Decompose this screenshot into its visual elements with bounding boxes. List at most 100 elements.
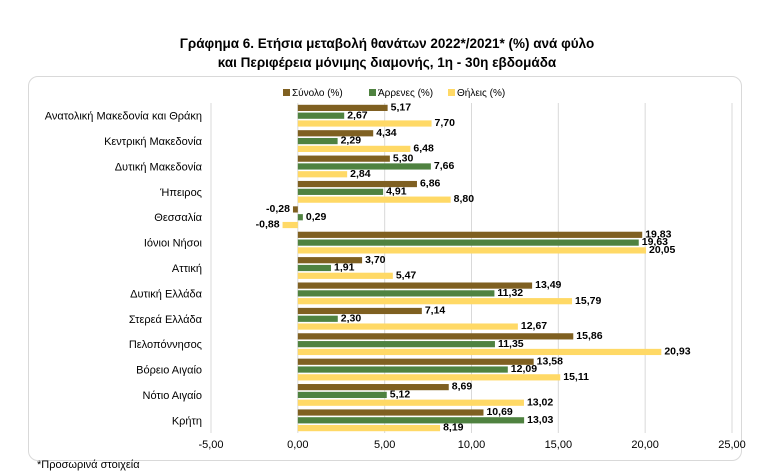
data-label: 15,11 (563, 371, 589, 383)
data-label: 2,67 (347, 109, 368, 121)
data-label: 2,30 (341, 312, 362, 324)
bar-άρρενες (297, 391, 387, 399)
x-tick-label: 15,00 (545, 439, 573, 451)
data-label: -0,88 (256, 219, 280, 231)
chart-title-line1: Γράφημα 6. Ετήσια μεταβολή θανάτων 2022*… (179, 36, 595, 51)
bar-άρρενες (297, 239, 639, 246)
category-label: Στερεά Ελλάδα (129, 314, 203, 326)
data-label: 11,32 (497, 287, 523, 299)
data-label: 19,83 (645, 228, 671, 240)
data-label: 5,12 (390, 389, 411, 401)
data-label: 8,69 (452, 381, 473, 393)
category-label: Νότιο Αιγαίο (143, 390, 202, 402)
category-label: Ήπειρος (159, 187, 202, 199)
data-label: 20,05 (649, 244, 675, 256)
data-label: 0,29 (306, 211, 327, 223)
bar-άρρενες (297, 188, 384, 195)
category-label: Αττική (172, 263, 202, 275)
legend-swatch (369, 89, 376, 96)
data-label: 10,69 (486, 406, 512, 418)
data-label: 7,70 (435, 117, 456, 129)
x-tick-label: -5,00 (198, 439, 223, 451)
bar-άρρενες (297, 341, 495, 348)
data-label: 19,63 (642, 236, 668, 248)
chart-area (28, 76, 742, 461)
bar-άρρενες (297, 315, 338, 322)
bar-σύνολο (297, 384, 449, 391)
bar-άρρενες (297, 163, 431, 170)
data-label: 4,91 (386, 185, 407, 197)
data-label: 5,17 (391, 101, 412, 113)
bar-άρρενες (297, 366, 508, 373)
bar-σύνολο (297, 130, 374, 137)
bar-θήλεις (297, 374, 561, 381)
category-label: Δυτική Ελλάδα (130, 288, 202, 300)
legend-swatch (448, 89, 455, 96)
bar-θήλεις (297, 120, 432, 127)
bar-θήλεις (297, 171, 348, 178)
category-label: Θεσσαλία (154, 212, 202, 224)
legend-label: Άρρενες (%) (378, 88, 433, 99)
bar-σύνολο (297, 409, 484, 416)
x-tick-label: 10,00 (458, 439, 486, 451)
footnote: *Προσωρινά στοιχεία (37, 459, 140, 471)
legend-label: Θήλεις (%) (457, 87, 505, 99)
data-label: -0,28 (266, 203, 290, 215)
category-label: Ιόνιοι Νήσοι (144, 238, 203, 250)
data-label: 20,93 (664, 346, 690, 358)
bar-θήλεις (297, 348, 662, 356)
bar-σύνολο (297, 155, 390, 162)
data-label: 6,86 (420, 178, 441, 190)
bar-σύνολο (297, 307, 422, 315)
bar-θήλεις (297, 272, 393, 279)
bar-άρρενες (297, 214, 303, 221)
data-label: 12,67 (521, 320, 547, 332)
data-label: 6,48 (413, 142, 434, 154)
category-label: Κρήτη (172, 415, 202, 427)
bar-άρρενες (297, 417, 525, 424)
category-label: Κεντρική Μακεδονία (104, 136, 203, 148)
data-label: 2,84 (350, 168, 371, 180)
x-tick-label: 20,00 (631, 439, 659, 451)
data-label: 15,79 (575, 295, 601, 307)
bar-θήλεις (297, 425, 441, 432)
category-label: Πελοπόννησος (129, 339, 202, 351)
bar-θήλεις (297, 196, 451, 203)
data-label: 13,02 (527, 396, 553, 408)
bar-σύνολο (297, 282, 533, 289)
data-label: 7,66 (434, 160, 455, 172)
x-tick-label: 25,00 (718, 439, 746, 451)
data-label: 4,34 (376, 127, 397, 139)
data-label: 15,86 (576, 330, 602, 342)
bar-σύνολο (292, 206, 298, 213)
data-label: 2,29 (341, 135, 362, 147)
data-label: 3,70 (365, 254, 386, 266)
bar-σύνολο (297, 333, 574, 340)
bar-σύνολο (297, 180, 417, 188)
data-label: 12,09 (511, 363, 537, 375)
bar-άρρενες (297, 264, 332, 272)
category-label: Βόρειο Αιγαίο (136, 365, 202, 377)
data-label: 13,03 (527, 414, 553, 426)
bar-σύνολο (297, 358, 534, 365)
category-label: Δυτική Μακεδονία (115, 161, 203, 173)
bar-θήλεις (297, 298, 573, 305)
bar-θήλεις (297, 323, 518, 330)
x-tick-label: 0,00 (287, 439, 308, 451)
category-label: Ανατολική Μακεδονία και Θράκη (45, 111, 202, 123)
data-label: 11,35 (498, 338, 524, 350)
bar-σύνολο (297, 257, 363, 264)
bar-άρρενες (297, 137, 338, 145)
bar-σύνολο (297, 231, 643, 238)
data-label: 13,58 (537, 355, 563, 367)
bar-άρρενες (297, 112, 345, 119)
bar-θήλεις (282, 221, 298, 229)
bar-άρρενες (297, 290, 495, 297)
data-label: 5,30 (393, 152, 414, 164)
data-label: 1,91 (334, 262, 355, 274)
bar-θήλεις (297, 247, 647, 254)
bar-θήλεις (297, 399, 524, 406)
chart-title-line2: και Περιφέρεια μόνιμης διαμονής, 1η - 30… (217, 55, 557, 70)
data-label: 8,80 (454, 193, 475, 205)
